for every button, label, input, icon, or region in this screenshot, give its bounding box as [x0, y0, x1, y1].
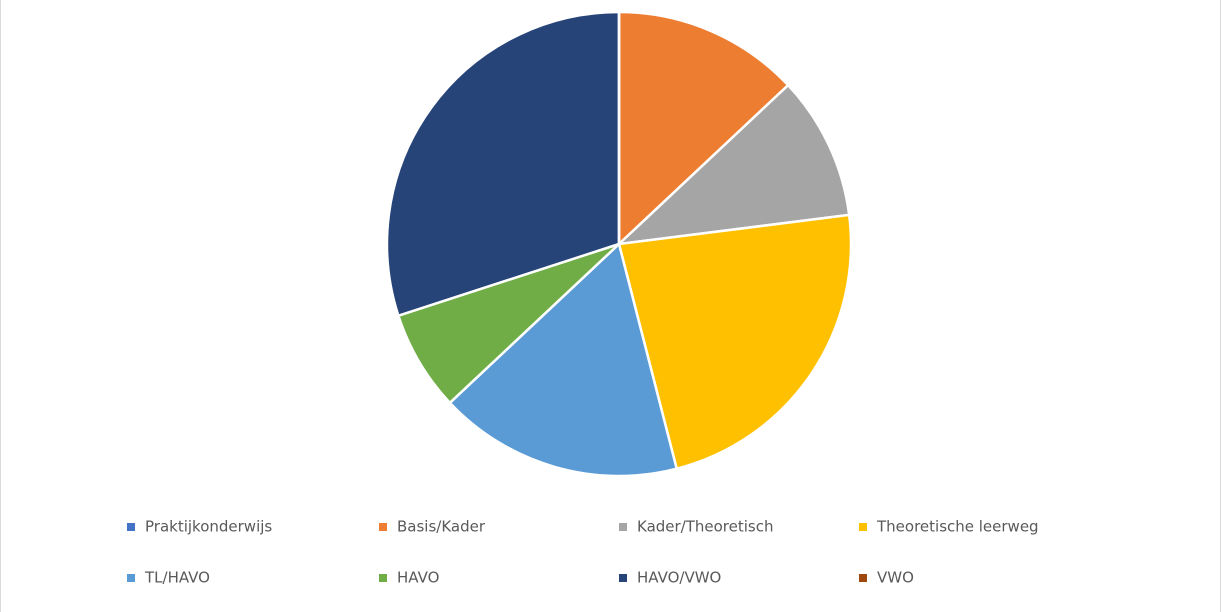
legend-label: VWO: [877, 569, 914, 587]
legend-label: Basis/Kader: [397, 518, 486, 536]
legend-label: TL/HAVO: [144, 569, 210, 587]
legend-label: HAVO/VWO: [637, 569, 721, 587]
legend-marker: [379, 523, 387, 531]
legend-marker: [619, 523, 627, 531]
pie-slice: [396, 242, 620, 405]
legend-label: Praktijkonderwijs: [145, 518, 272, 536]
legend-marker: [619, 574, 627, 582]
pie-slice: [448, 241, 679, 478]
pie-slice: [617, 10, 790, 247]
legend-marker: [379, 574, 387, 582]
legend-label: Kader/Theoretisch: [637, 518, 774, 536]
legend-marker: [859, 523, 867, 531]
pie-slice: [385, 10, 621, 318]
legend-marker: [859, 574, 867, 582]
pie-slice: [615, 83, 851, 246]
legend-label: Theoretische leerweg: [876, 518, 1039, 536]
legend-marker: [127, 523, 135, 531]
pie-slice: [617, 213, 853, 471]
legend-label: HAVO: [397, 569, 439, 587]
legend-marker: [127, 574, 135, 582]
